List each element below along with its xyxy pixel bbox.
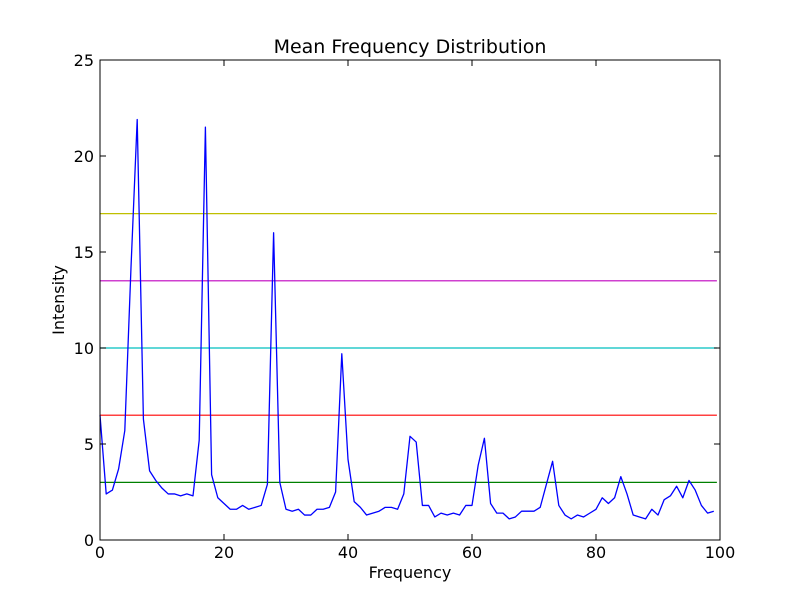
y-tick-label: 20 (74, 147, 94, 166)
series-line-0 (99, 118, 714, 520)
y-tick-label: 10 (74, 339, 94, 358)
axes-frame (99, 59, 721, 541)
x-tick-label: 0 (95, 543, 105, 562)
y-tick-label: 15 (74, 243, 94, 262)
y-axis-label: Intensity (49, 265, 68, 335)
y-tick-label: 25 (74, 51, 94, 70)
chart-title: Mean Frequency Distribution (274, 36, 547, 58)
x-axis-label: Frequency (369, 563, 452, 582)
plot-area (99, 118, 717, 520)
x-tick-label: 60 (462, 543, 482, 562)
x-tick-label: 40 (338, 543, 358, 562)
axis-ticks: 0 20 40 60 80 100 0 5 10 15 20 25 (74, 51, 736, 562)
y-tick-label: 5 (84, 435, 94, 454)
x-tick-label: 80 (586, 543, 606, 562)
x-tick-label: 100 (705, 543, 736, 562)
y-tick-label: 0 (84, 531, 94, 550)
x-tick-label: 20 (214, 543, 234, 562)
